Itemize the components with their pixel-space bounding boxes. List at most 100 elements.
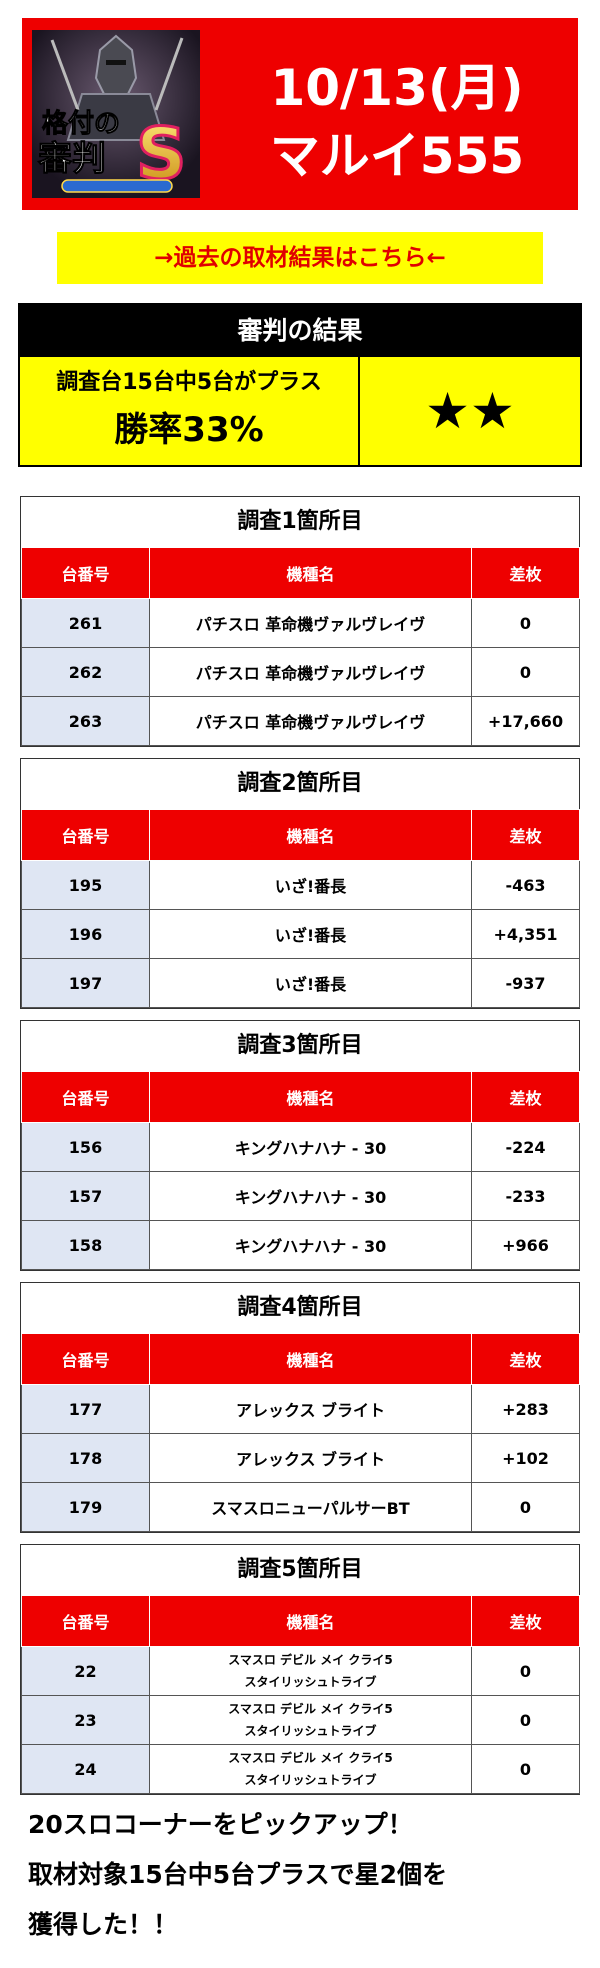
- result-count-text: 調査台15台中5台がプラス: [56, 370, 322, 395]
- survey-section-5: 調査5箇所目 台番号 機種名 差枚 22 スマスロ デビル メイ クライ5 スタ…: [20, 1544, 580, 1795]
- coin-diff: 0: [471, 1646, 580, 1696]
- coin-diff: 0: [471, 598, 580, 648]
- machine-number: 195: [21, 860, 150, 910]
- model-name: アレックス ブライト: [149, 1384, 472, 1434]
- machine-number: 23: [21, 1695, 150, 1745]
- survey-title: 調査1箇所目: [237, 509, 363, 534]
- header-machine-number: 台番号: [21, 1071, 150, 1123]
- header-model-name: 機種名: [149, 1333, 472, 1385]
- survey-title: 調査3箇所目: [237, 1033, 363, 1058]
- judgment-s-logo: 格付の 審判 S: [32, 30, 200, 198]
- summary-line: 20スロコーナーをピックアップ！: [28, 1810, 413, 1839]
- model-name-line: スマスロ デビル メイ クライ5: [228, 1653, 393, 1667]
- survey-title: 調査5箇所目: [237, 1557, 363, 1582]
- survey-table: 台番号 機種名 差枚 177 アレックス ブライト +283 178 アレックス…: [21, 1333, 580, 1532]
- machine-number: 179: [21, 1482, 150, 1532]
- table-row: 157 キングハナハナ - 30 -233: [21, 1171, 580, 1221]
- table-row: 24 スマスロ デビル メイ クライ5 スタイリッシュトライブ 0: [21, 1744, 580, 1794]
- summary-line: 獲得した！！: [28, 1910, 179, 1939]
- result-heading: 審判の結果: [20, 305, 580, 357]
- header-model-name: 機種名: [149, 809, 472, 861]
- model-name: パチスロ 革命機ヴァルヴレイヴ: [149, 647, 472, 697]
- win-rate: 勝率33%: [114, 410, 264, 450]
- table-row: 22 スマスロ デビル メイ クライ5 スタイリッシュトライブ 0: [21, 1646, 580, 1696]
- machine-number: 157: [21, 1171, 150, 1221]
- machine-number: 262: [21, 647, 150, 697]
- model-name: いざ!番長: [149, 860, 472, 910]
- model-name: スマスロ デビル メイ クライ5 スタイリッシュトライブ: [149, 1695, 472, 1745]
- svg-text:審判: 審判: [37, 139, 106, 179]
- model-name-line: スマスロ デビル メイ クライ5: [228, 1702, 393, 1716]
- model-name: キングハナハナ - 30: [149, 1171, 472, 1221]
- header-coin-diff: 差枚: [471, 1071, 580, 1123]
- table-row: 263 パチスロ 革命機ヴァルヴレイヴ +17,660: [21, 696, 580, 746]
- model-name: スマスロ デビル メイ クライ5 スタイリッシュトライブ: [149, 1744, 472, 1794]
- model-name-line: スタイリッシュトライブ: [244, 1675, 377, 1689]
- table-header-row: 台番号 機種名 差枚: [21, 1595, 580, 1647]
- model-name: パチスロ 革命機ヴァルヴレイヴ: [149, 696, 472, 746]
- table-row: 179 スマスロニューパルサーBT 0: [21, 1482, 580, 1532]
- model-name: アレックス ブライト: [149, 1433, 472, 1483]
- table-row: 195 いざ!番長 -463: [21, 860, 580, 910]
- machine-number: 177: [21, 1384, 150, 1434]
- coin-diff: -224: [471, 1122, 580, 1172]
- table-row: 196 いざ!番長 +4,351: [21, 909, 580, 959]
- header-model-name: 機種名: [149, 1595, 472, 1647]
- header-machine-number: 台番号: [21, 1333, 150, 1385]
- header-model-name: 機種名: [149, 547, 472, 599]
- machine-number: 158: [21, 1220, 150, 1270]
- table-row: 261 パチスロ 革命機ヴァルヴレイヴ 0: [21, 598, 580, 648]
- machine-number: 196: [21, 909, 150, 959]
- model-name: スマスロ デビル メイ クライ5 スタイリッシュトライブ: [149, 1646, 472, 1696]
- model-name-line: スマスロ デビル メイ クライ5: [228, 1751, 393, 1765]
- model-name: キングハナハナ - 30: [149, 1220, 472, 1270]
- model-name: キングハナハナ - 30: [149, 1122, 472, 1172]
- survey-section-2: 調査2箇所目 台番号 機種名 差枚 195 いざ!番長 -463 196 いざ!…: [20, 758, 580, 1009]
- result-summary: 調査台15台中5台がプラス 勝率33%: [20, 357, 360, 465]
- header-coin-diff: 差枚: [471, 809, 580, 861]
- coin-diff: 0: [471, 1744, 580, 1794]
- machine-number: 156: [21, 1122, 150, 1172]
- model-name-line: スタイリッシュトライブ: [244, 1724, 377, 1738]
- coin-diff: +102: [471, 1433, 580, 1483]
- model-name: パチスロ 革命機ヴァルヴレイヴ: [149, 598, 472, 648]
- survey-table: 台番号 機種名 差枚 195 いざ!番長 -463 196 いざ!番長 +4,3…: [21, 809, 580, 1008]
- header-banner: 格付の 審判 S 10/13(月) マルイ555: [22, 18, 578, 210]
- coin-diff: 0: [471, 1482, 580, 1532]
- machine-number: 261: [21, 598, 150, 648]
- past-results-link[interactable]: →過去の取材結果はこちら←: [57, 232, 543, 284]
- survey-table: 台番号 機種名 差枚 261 パチスロ 革命機ヴァルヴレイヴ 0 262 パチス…: [21, 547, 580, 746]
- coin-diff: -463: [471, 860, 580, 910]
- model-name: いざ!番長: [149, 958, 472, 1008]
- survey-title: 調査2箇所目: [237, 771, 363, 796]
- summary-line: 取材対象15台中5台プラスで星2個を: [28, 1860, 448, 1889]
- coin-diff: -233: [471, 1171, 580, 1221]
- judgment-result: 審判の結果 調査台15台中5台がプラス 勝率33% ★★: [18, 303, 582, 467]
- table-header-row: 台番号 機種名 差枚: [21, 1333, 580, 1385]
- table-row: 156 キングハナハナ - 30 -224: [21, 1122, 580, 1172]
- table-header-row: 台番号 機種名 差枚: [21, 1071, 580, 1123]
- coin-diff: 0: [471, 1695, 580, 1745]
- report-date: 10/13(月): [270, 59, 524, 117]
- table-row: 158 キングハナハナ - 30 +966: [21, 1220, 580, 1270]
- coin-diff: +966: [471, 1220, 580, 1270]
- table-row: 177 アレックス ブライト +283: [21, 1384, 580, 1434]
- header-coin-diff: 差枚: [471, 547, 580, 599]
- machine-number: 263: [21, 696, 150, 746]
- survey-table: 台番号 機種名 差枚 22 スマスロ デビル メイ クライ5 スタイリッシュトラ…: [21, 1595, 580, 1794]
- table-row: 262 パチスロ 革命機ヴァルヴレイヴ 0: [21, 647, 580, 697]
- model-name: いざ!番長: [149, 909, 472, 959]
- star-rating: ★★: [425, 382, 515, 440]
- header-coin-diff: 差枚: [471, 1333, 580, 1385]
- header-machine-number: 台番号: [21, 809, 150, 861]
- svg-text:格付の: 格付の: [42, 108, 120, 139]
- table-header-row: 台番号 機種名 差枚: [21, 547, 580, 599]
- summary-text: 20スロコーナーをピックアップ！ 取材対象15台中5台プラスで星2個を 獲得した…: [28, 1800, 578, 1950]
- coin-diff: 0: [471, 647, 580, 697]
- machine-number: 22: [21, 1646, 150, 1696]
- survey-section-4: 調査4箇所目 台番号 機種名 差枚 177 アレックス ブライト +283 17…: [20, 1282, 580, 1533]
- model-name: スマスロニューパルサーBT: [149, 1482, 472, 1532]
- table-row: 178 アレックス ブライト +102: [21, 1433, 580, 1483]
- store-name: マルイ555: [269, 127, 525, 185]
- machine-number: 197: [21, 958, 150, 1008]
